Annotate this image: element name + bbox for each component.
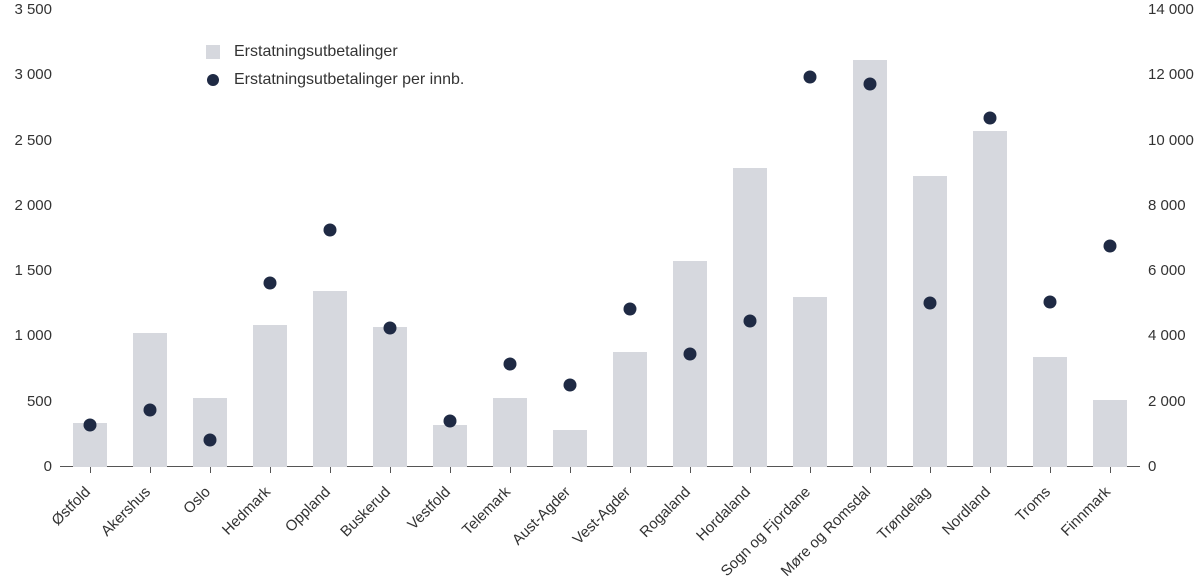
x-tick-mark (570, 467, 571, 473)
x-tick-mark (990, 467, 991, 473)
scatter-dot (144, 404, 157, 417)
x-tick-mark (630, 467, 631, 473)
x-tick-mark (1050, 467, 1051, 473)
bar (1033, 357, 1068, 467)
legend-label-dots: Erstatningsutbetalinger per innb. (234, 71, 464, 89)
y-left-tick-label: 1 000 (14, 327, 52, 344)
x-tick-mark (390, 467, 391, 473)
bar (433, 425, 468, 467)
x-tick-mark (510, 467, 511, 473)
bar (493, 398, 528, 467)
scatter-dot (984, 112, 997, 125)
bar (853, 60, 888, 467)
y-right-tick-label: 12 000 (1148, 66, 1194, 83)
scatter-dot (1104, 239, 1117, 252)
y-left-tick-label: 3 500 (14, 1, 52, 18)
legend-dot-marker (207, 74, 219, 86)
x-tick-mark (870, 467, 871, 473)
legend-bar-marker (206, 45, 220, 59)
scatter-dot (504, 357, 517, 370)
x-tick-mark (1110, 467, 1111, 473)
bar (313, 291, 348, 467)
scatter-dot (624, 303, 637, 316)
scatter-dot (864, 77, 877, 90)
y-left-tick-label: 500 (27, 393, 52, 410)
y-left-tick-label: 1 500 (14, 262, 52, 279)
bar (553, 430, 588, 467)
y-right-tick-label: 2 000 (1148, 393, 1186, 410)
bar (193, 398, 228, 467)
scatter-dot (924, 296, 937, 309)
scatter-dot (804, 70, 817, 83)
y-right-tick-label: 6 000 (1148, 262, 1186, 279)
x-tick-mark (270, 467, 271, 473)
x-tick-mark (930, 467, 931, 473)
x-tick-mark (690, 467, 691, 473)
scatter-dot (684, 347, 697, 360)
scatter-dot (1044, 296, 1057, 309)
y-left-tick-label: 2 500 (14, 132, 52, 149)
x-tick-mark (90, 467, 91, 473)
y-right-tick-label: 4 000 (1148, 327, 1186, 344)
scatter-dot (324, 224, 337, 237)
legend-item-dots: Erstatningsutbetalinger per innb. (204, 66, 464, 94)
y-right-tick-label: 8 000 (1148, 197, 1186, 214)
legend-label-bars: Erstatningsutbetalinger (234, 43, 398, 61)
bar (253, 325, 288, 467)
scatter-dot (204, 433, 217, 446)
bar (673, 261, 708, 467)
x-tick-mark (150, 467, 151, 473)
scatter-dot (564, 379, 577, 392)
y-left-tick-label: 2 000 (14, 197, 52, 214)
legend-item-bars: Erstatningsutbetalinger (204, 38, 464, 66)
bar (793, 297, 828, 467)
scatter-dot (384, 321, 397, 334)
x-tick-mark (210, 467, 211, 473)
x-tick-mark (450, 467, 451, 473)
chart-container: Erstatningsutbetalinger Erstatningsutbet… (0, 0, 1200, 587)
x-tick-mark (750, 467, 751, 473)
scatter-dot (84, 418, 97, 431)
scatter-dot (264, 276, 277, 289)
scatter-dot (444, 415, 457, 428)
y-right-tick-label: 10 000 (1148, 132, 1194, 149)
y-left-tick-label: 0 (44, 458, 52, 475)
bar (913, 176, 948, 467)
y-right-tick-label: 14 000 (1148, 1, 1194, 18)
y-left-tick-label: 3 000 (14, 66, 52, 83)
y-right-tick-label: 0 (1148, 458, 1156, 475)
x-tick-mark (810, 467, 811, 473)
bar (373, 327, 408, 467)
scatter-dot (744, 315, 757, 328)
bar (973, 131, 1008, 467)
bar (613, 352, 648, 467)
bar (133, 333, 168, 467)
x-tick-mark (330, 467, 331, 473)
legend: Erstatningsutbetalinger Erstatningsutbet… (204, 38, 464, 94)
bar (1093, 400, 1128, 467)
